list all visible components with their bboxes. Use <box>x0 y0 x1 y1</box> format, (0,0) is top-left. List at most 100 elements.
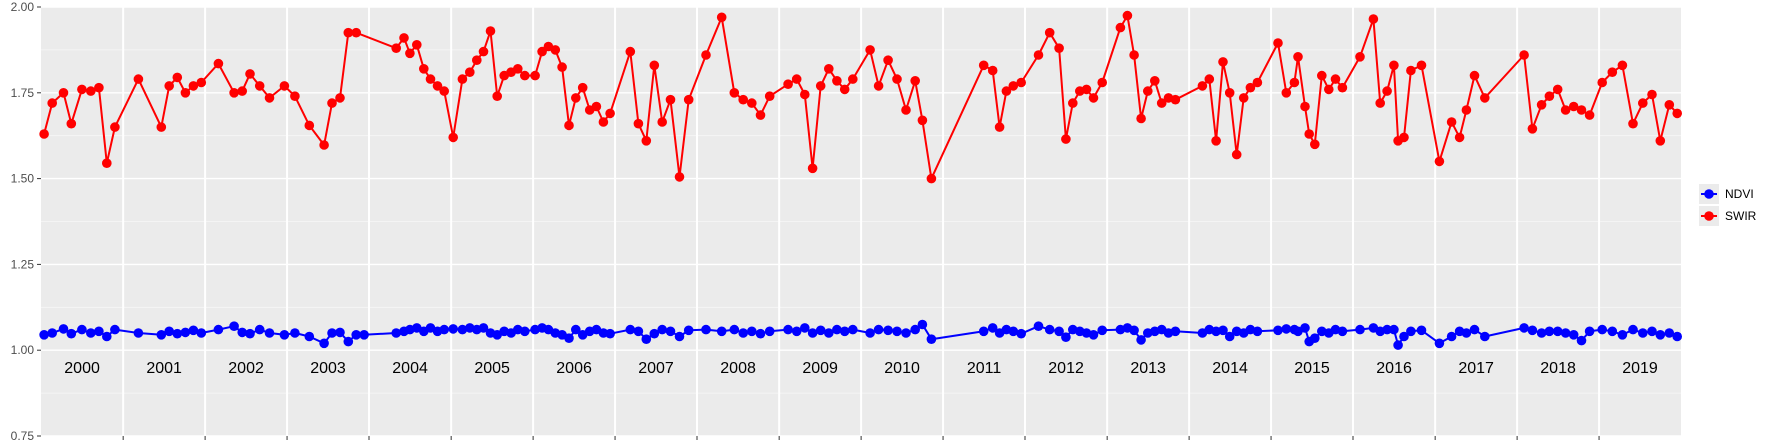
data-point <box>683 94 694 105</box>
data-point <box>1461 328 1472 338</box>
data-point <box>605 108 615 119</box>
year-label: 2016 <box>1376 360 1412 377</box>
data-point <box>432 81 443 91</box>
data-point <box>164 326 174 337</box>
data-point <box>674 172 685 182</box>
data-point <box>1170 94 1181 105</box>
data-point <box>665 326 676 337</box>
data-point <box>1416 325 1427 336</box>
data-point <box>237 86 247 96</box>
year-label: 2006 <box>556 360 592 377</box>
data-point <box>892 74 902 84</box>
data-point <box>172 72 183 83</box>
data-point <box>633 326 644 337</box>
data-point <box>625 324 636 335</box>
data-point <box>901 328 911 338</box>
data-point <box>1136 335 1146 345</box>
data-point <box>1330 74 1341 84</box>
year-label: 2018 <box>1540 360 1576 377</box>
data-point <box>1576 335 1587 346</box>
data-point <box>213 58 224 69</box>
y-tick-label: 1.00 <box>11 343 35 357</box>
data-point <box>1544 91 1555 101</box>
data-point <box>102 331 112 342</box>
data-point <box>1136 113 1146 124</box>
series-layer <box>39 10 1682 350</box>
series-ndvi <box>39 319 1682 350</box>
year-label: 2011 <box>967 360 1002 377</box>
data-point <box>1300 323 1310 333</box>
data-point <box>1638 98 1648 108</box>
data-point <box>327 328 337 338</box>
data-point <box>465 67 475 77</box>
year-label: 2015 <box>1294 360 1330 377</box>
year-label: 2014 <box>1212 360 1248 377</box>
data-point <box>1008 81 1019 91</box>
data-point <box>571 93 581 103</box>
data-point <box>343 27 354 38</box>
data-point <box>815 81 826 91</box>
year-label: 2019 <box>1622 360 1658 377</box>
data-point <box>485 26 496 36</box>
data-point <box>839 326 850 337</box>
data-point <box>1536 100 1547 110</box>
data-point <box>591 101 602 112</box>
data-point <box>824 328 834 338</box>
data-point <box>987 323 998 333</box>
data-point <box>156 330 167 340</box>
legend-item-ndvi: NDVI <box>1699 184 1754 204</box>
data-point <box>641 334 652 345</box>
year-label: 2000 <box>64 360 100 377</box>
data-point <box>1156 98 1167 108</box>
legend: NDVI SWIR <box>1699 184 1757 226</box>
data-point <box>1273 38 1283 48</box>
data-point <box>1416 60 1427 71</box>
year-label: 2010 <box>884 360 920 377</box>
data-point <box>319 338 329 349</box>
data-point <box>196 77 207 88</box>
data-point <box>577 82 588 93</box>
data-point <box>1097 325 1107 336</box>
data-point <box>815 325 826 336</box>
data-point <box>649 60 660 71</box>
data-point <box>729 324 740 335</box>
data-point <box>1170 326 1181 337</box>
data-point <box>1406 65 1416 76</box>
legend-marker <box>1704 211 1714 221</box>
data-point <box>39 129 49 139</box>
data-point <box>1304 129 1314 139</box>
data-point <box>351 330 362 340</box>
data-point <box>164 81 174 91</box>
data-point <box>1355 324 1365 335</box>
data-point <box>264 328 275 338</box>
data-point <box>133 328 144 338</box>
series-swir <box>39 10 1682 184</box>
data-point <box>994 122 1005 132</box>
data-point <box>188 81 199 91</box>
data-point <box>1389 60 1399 71</box>
data-point <box>1081 84 1092 95</box>
data-point <box>1143 86 1153 96</box>
data-point <box>1281 324 1292 334</box>
data-point <box>1560 328 1571 338</box>
y-axis: 0.75 1.00 1.25 1.50 1.75 2.00 <box>11 0 41 442</box>
data-point <box>319 140 329 150</box>
data-point <box>229 88 239 98</box>
data-point <box>1382 86 1392 96</box>
y-tick-label: 1.75 <box>11 86 35 100</box>
data-point <box>791 326 802 337</box>
data-point <box>419 64 429 74</box>
data-point <box>405 48 415 59</box>
data-point <box>764 326 775 337</box>
data-point <box>77 324 87 335</box>
data-point <box>457 324 468 335</box>
data-point <box>747 98 757 108</box>
data-point <box>1001 86 1012 96</box>
data-point <box>172 328 183 339</box>
data-point <box>641 136 652 146</box>
data-point <box>425 74 436 84</box>
data-point <box>738 94 748 105</box>
data-point <box>304 120 315 131</box>
data-point <box>701 50 711 60</box>
data-point <box>1527 124 1538 134</box>
